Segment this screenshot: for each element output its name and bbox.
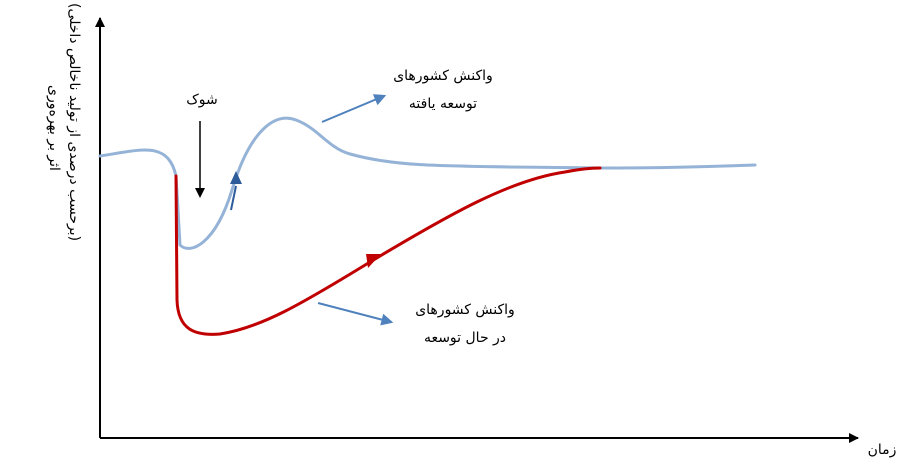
developed-response-line2: توسعه یافته xyxy=(408,96,478,112)
y-axis-label-line2: (برحسب درصدی از تولید ناخالص داخلی) xyxy=(66,3,82,242)
shock-label: شوک xyxy=(186,92,218,108)
developed-response-curve xyxy=(98,116,757,250)
developed-response-line1: واکنش کشورهای xyxy=(393,68,493,84)
developing-response-line1: واکنش کشورهای xyxy=(415,302,515,318)
x-axis-label: زمان xyxy=(867,442,897,458)
developed-response-label: واکنش کشورهای توسعه یافته xyxy=(378,66,508,114)
developed-direction-shaft xyxy=(230,185,237,211)
developing-direction-arrowhead xyxy=(366,254,381,268)
developed-direction-arrowhead xyxy=(230,171,242,184)
y-axis-label: اثر بر بهره‌وری (برحسب درصدی از تولید نا… xyxy=(10,0,82,468)
developing-response-label: واکنش کشورهای در حال توسعه xyxy=(400,300,530,348)
developed-pointer-arrow xyxy=(321,94,387,123)
developing-response-curve xyxy=(174,166,602,336)
developing-response-line2: در حال توسعه xyxy=(423,330,507,346)
y-axis-label-line1: اثر بر بهره‌وری xyxy=(46,85,62,171)
developing-pointer-arrow xyxy=(317,302,394,326)
